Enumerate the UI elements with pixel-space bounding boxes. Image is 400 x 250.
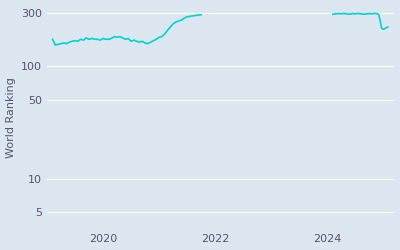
Y-axis label: World Ranking: World Ranking xyxy=(6,77,16,158)
